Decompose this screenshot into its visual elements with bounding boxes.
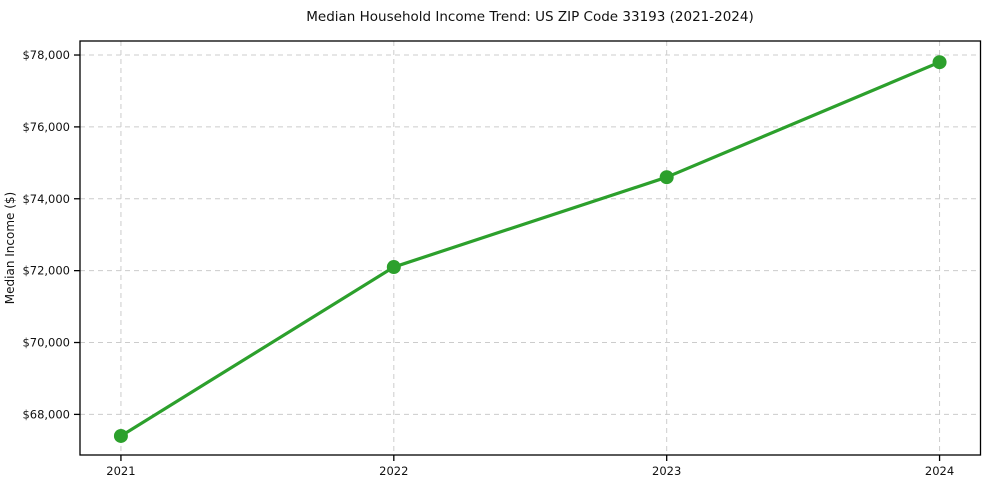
x-tick-label: 2022 — [379, 464, 408, 478]
y-tick-label: $72,000 — [22, 264, 70, 278]
y-tick-label: $70,000 — [22, 336, 70, 350]
data-point-marker — [932, 55, 947, 70]
x-tick-label: 2024 — [925, 464, 954, 478]
data-point-marker — [386, 260, 401, 275]
plot-border — [79, 40, 982, 456]
y-tick-label: $68,000 — [22, 407, 70, 421]
y-tick-label: $76,000 — [22, 120, 70, 134]
y-tick-label: $78,000 — [22, 48, 70, 62]
x-tick-label: 2021 — [106, 464, 135, 478]
data-point-marker — [659, 170, 674, 185]
data-point-marker — [113, 428, 128, 443]
x-tick-label: 2023 — [652, 464, 681, 478]
trend-line — [119, 60, 942, 438]
y-tick-label: $74,000 — [22, 192, 70, 206]
chart-title: Median Household Income Trend: US ZIP Co… — [306, 9, 754, 25]
y-axis-label: Median Income ($) — [3, 192, 17, 304]
